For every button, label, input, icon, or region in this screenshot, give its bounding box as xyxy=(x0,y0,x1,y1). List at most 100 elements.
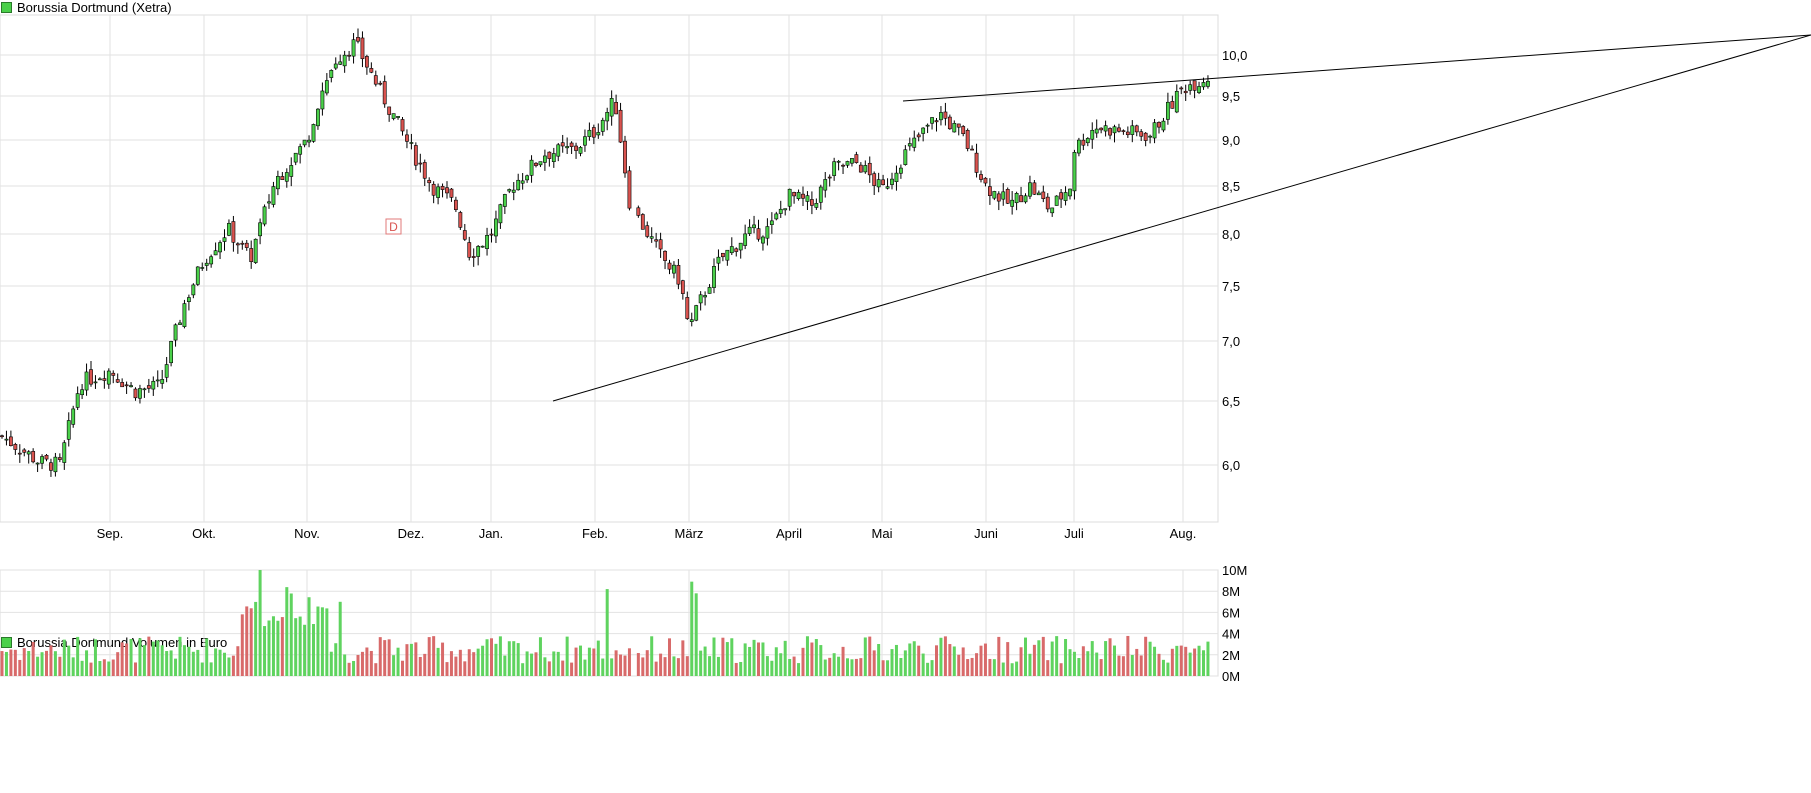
candle-up xyxy=(169,341,174,364)
price-tick-label: 6,5 xyxy=(1222,394,1240,409)
candle-down xyxy=(115,379,120,383)
candle-down xyxy=(1170,101,1175,109)
candle-down xyxy=(663,250,667,261)
volume-bar-up xyxy=(271,616,275,676)
candle-up xyxy=(565,146,570,149)
candle-up xyxy=(75,393,80,408)
volume-bar-down xyxy=(445,662,449,676)
volume-bar-up xyxy=(178,636,182,676)
candle-up xyxy=(578,147,583,154)
volume-bar-down xyxy=(627,648,631,676)
month-label: Juli xyxy=(1064,526,1084,541)
volume-bar-down xyxy=(1099,659,1103,676)
candle-up xyxy=(529,159,534,176)
candle-down xyxy=(373,75,378,85)
candle-up xyxy=(26,451,31,455)
candle-up xyxy=(845,161,850,166)
volume-bar-down xyxy=(828,657,832,676)
volume-bar-down xyxy=(423,653,427,676)
volume-bar-up xyxy=(748,646,752,676)
volume-bar-down xyxy=(365,647,369,676)
candle-up xyxy=(302,139,307,146)
candle-up xyxy=(1130,125,1135,135)
candle-up xyxy=(507,189,512,192)
candle-up xyxy=(778,208,783,214)
volume-bar-up xyxy=(716,656,720,676)
candle-up xyxy=(1023,195,1028,203)
candle-down xyxy=(1157,121,1161,128)
candle-down xyxy=(640,214,645,230)
candle-down xyxy=(356,37,360,42)
candle-down xyxy=(146,385,151,389)
candle-up xyxy=(485,235,489,249)
candle-up xyxy=(476,246,481,257)
candle-up xyxy=(605,112,610,122)
volume-bar-down xyxy=(378,637,382,676)
candle-down xyxy=(623,140,627,174)
volume-bar-up xyxy=(1037,640,1041,676)
price-tick-label: 10,0 xyxy=(1222,48,1247,63)
volume-bar-down xyxy=(1117,655,1121,676)
volume-bar-down xyxy=(1193,648,1197,676)
candle-up xyxy=(939,112,943,121)
candle-up xyxy=(525,175,530,181)
candle-down xyxy=(387,106,392,115)
volume-tick-label: 2M xyxy=(1222,648,1240,663)
volume-bar-up xyxy=(76,636,80,676)
candle-down xyxy=(591,127,596,138)
candle-down xyxy=(445,187,449,194)
candle-up xyxy=(396,116,400,118)
candle-down xyxy=(574,145,578,151)
volume-bar-down xyxy=(859,658,863,676)
candle-down xyxy=(970,148,975,151)
volume-bar-down xyxy=(0,651,4,676)
candle-down xyxy=(13,444,18,450)
candle-up xyxy=(1090,129,1095,140)
volume-bar-up xyxy=(650,636,654,676)
candle-down xyxy=(858,164,863,173)
candle-down xyxy=(1041,191,1046,199)
candle-down xyxy=(974,152,979,173)
volume-bar-down xyxy=(490,638,493,676)
candle-down xyxy=(1019,195,1023,203)
volume-bar-up xyxy=(334,643,338,676)
candle-down xyxy=(57,457,62,460)
volume-bar-up xyxy=(169,650,173,676)
volume-bar-down xyxy=(659,653,663,676)
candle-up xyxy=(992,191,997,199)
volume-bar-up xyxy=(863,637,867,676)
price-legend: Borussia Dortmund (Xetra) xyxy=(0,0,172,15)
volume-bar-up xyxy=(556,651,560,676)
volume-bar-up xyxy=(1206,641,1210,676)
candle-down xyxy=(364,56,369,68)
volume-bar-up xyxy=(525,651,529,676)
volume-bar-down xyxy=(721,637,725,676)
candle-down xyxy=(235,243,240,246)
candle-down xyxy=(1005,189,1010,204)
volume-tick-label: 4M xyxy=(1222,627,1240,642)
candle-up xyxy=(1001,191,1006,200)
volume-bar-up xyxy=(498,636,502,676)
volume-bar-up xyxy=(926,662,930,676)
candle-down xyxy=(854,154,859,163)
candle-up xyxy=(890,178,894,185)
volume-bar-down xyxy=(236,646,240,676)
candle-up xyxy=(342,54,347,67)
volume-bar-down xyxy=(441,642,445,676)
candle-up xyxy=(173,324,178,341)
volume-bar-up xyxy=(494,643,498,676)
volume-bar-up xyxy=(565,636,569,676)
volume-bar-up xyxy=(779,653,783,676)
candle-up xyxy=(311,124,316,142)
volume-bar-up xyxy=(71,657,75,676)
volume-bar-up xyxy=(160,645,164,676)
volume-bar-up xyxy=(579,645,582,676)
volume-bar-down xyxy=(988,658,992,676)
volume-legend-swatch xyxy=(1,637,12,648)
candle-up xyxy=(823,179,828,191)
volume-bar-up xyxy=(485,639,489,676)
volume-bar-up xyxy=(507,641,511,676)
candle-up xyxy=(320,90,325,110)
candle-up xyxy=(93,381,98,384)
candle-up xyxy=(391,113,396,119)
